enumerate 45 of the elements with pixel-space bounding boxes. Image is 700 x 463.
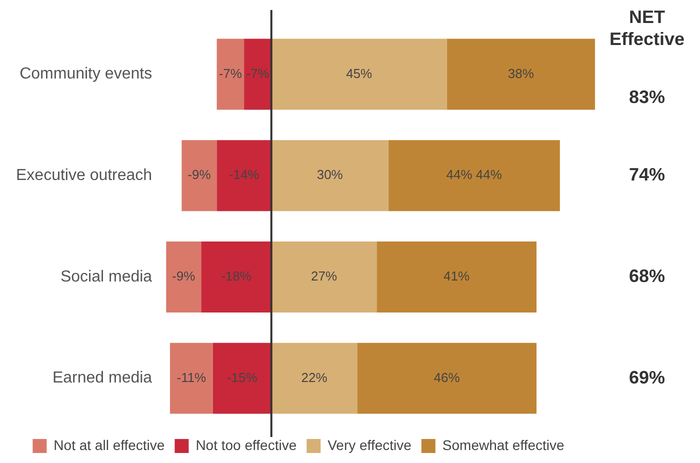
bar	[271, 140, 388, 212]
data-label: -15%	[226, 370, 258, 385]
text: 83%	[628, 87, 666, 108]
legend-label: Not at all effective	[54, 436, 165, 453]
bar	[388, 140, 560, 212]
data-label: 44% 44%	[446, 167, 502, 182]
legend-label: Somewhat effective	[442, 436, 565, 453]
bar	[212, 342, 272, 414]
data-label: 41%	[444, 268, 470, 284]
bar	[357, 342, 537, 414]
data-label: 22%	[301, 370, 328, 385]
text: 68%	[628, 266, 666, 286]
y-tick-label: Social media	[60, 268, 152, 286]
bar	[201, 242, 272, 312]
y-tick-label: Community events	[20, 66, 152, 83]
data-label: 46%	[434, 370, 460, 385]
data-label: 38%	[508, 66, 534, 81]
bar	[182, 140, 217, 212]
bar	[166, 242, 202, 312]
data-label: 45%	[346, 66, 373, 81]
y-tick-label: Executive outreach	[16, 167, 152, 184]
bar	[446, 38, 595, 110]
bar	[271, 38, 447, 110]
bar	[216, 38, 244, 110]
data-label: -7%	[246, 66, 270, 81]
y-tick-label: Earned media	[52, 370, 152, 387]
data-label: -14%	[228, 167, 260, 182]
text: 74%	[628, 164, 666, 185]
data-label: -11%	[176, 370, 207, 385]
text: 69%	[628, 367, 666, 388]
bar	[244, 38, 272, 110]
bar	[271, 242, 377, 312]
bar	[170, 342, 213, 414]
legend-label: Not too effective	[196, 436, 297, 453]
data-label: -18%	[221, 268, 252, 284]
data-label: 30%	[316, 167, 344, 182]
data-label: -9%	[172, 268, 196, 284]
bar	[376, 242, 537, 312]
bar	[271, 342, 358, 414]
data-label: -7%	[218, 66, 242, 81]
text: NET Effective	[609, 6, 685, 49]
data-label: 27%	[310, 268, 338, 284]
data-label: -9%	[188, 167, 212, 182]
bar	[216, 140, 272, 212]
legend-label: Very effective	[328, 436, 412, 453]
